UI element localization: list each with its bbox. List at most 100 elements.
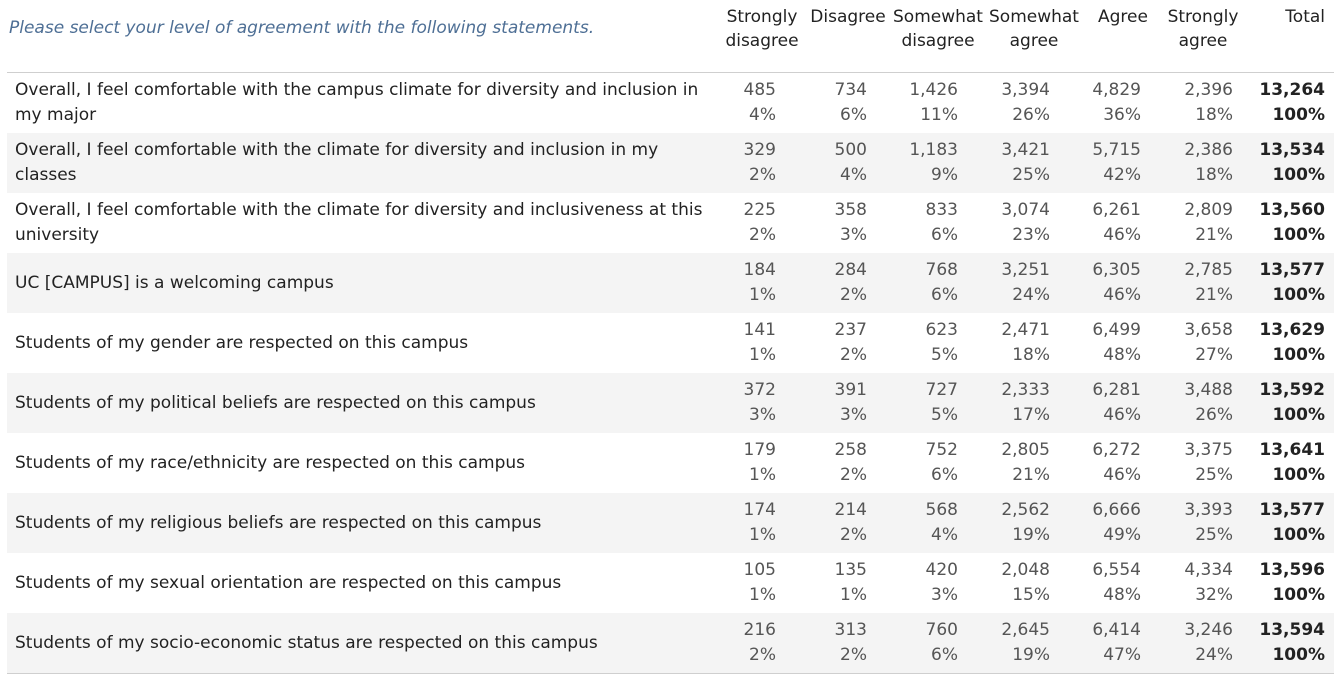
cell-total: 13,641 100% bbox=[1259, 438, 1325, 488]
cell-percent: 46% bbox=[1103, 285, 1141, 305]
cell-percent: 1% bbox=[749, 345, 776, 365]
cell-percent: 1% bbox=[749, 525, 776, 545]
column-header-line2: disagree bbox=[901, 31, 975, 51]
table-row: Overall, I feel comfortable with the cam… bbox=[7, 73, 1334, 133]
cell-count: 420 bbox=[925, 560, 958, 580]
cell-total: 13,560 100% bbox=[1259, 198, 1325, 248]
cell-count: 3,421 bbox=[1001, 140, 1050, 160]
cell-count: 216 bbox=[743, 620, 776, 640]
cell-percent: 100% bbox=[1272, 585, 1325, 605]
cell-count: 284 bbox=[834, 260, 867, 280]
cell-total: 13,629 100% bbox=[1259, 318, 1325, 368]
table-row: UC [CAMPUS] is a welcoming campus 184 1% 28… bbox=[7, 253, 1334, 313]
cell-percent: 100% bbox=[1272, 105, 1325, 125]
cell-count: 2,396 bbox=[1184, 80, 1233, 100]
cell-count: 6,305 bbox=[1092, 260, 1141, 280]
row-statement: Students of my sexual orientation are re… bbox=[15, 553, 705, 613]
cell-percent: 25% bbox=[1012, 165, 1050, 185]
cell-somewhat-disagree: 1,183 9% bbox=[909, 138, 958, 188]
table-row: Students of my race/ethnicity are respec… bbox=[7, 433, 1334, 493]
cell-percent: 1% bbox=[749, 465, 776, 485]
cell-strongly-agree: 3,393 25% bbox=[1184, 498, 1233, 548]
cell-percent: 2% bbox=[840, 465, 867, 485]
cell-percent: 11% bbox=[920, 105, 958, 125]
cell-percent: 100% bbox=[1272, 645, 1325, 665]
cell-percent: 1% bbox=[840, 585, 867, 605]
cell-somewhat-agree: 2,333 17% bbox=[1001, 378, 1050, 428]
cell-count: 768 bbox=[925, 260, 958, 280]
cell-count: 313 bbox=[834, 620, 867, 640]
cell-percent: 4% bbox=[840, 165, 867, 185]
cell-count: 13,577 bbox=[1259, 260, 1325, 280]
cell-total: 13,596 100% bbox=[1259, 558, 1325, 608]
cell-percent: 46% bbox=[1103, 465, 1141, 485]
cell-somewhat-disagree: 760 6% bbox=[926, 618, 958, 668]
cell-total: 13,577 100% bbox=[1259, 498, 1325, 548]
cell-strongly-agree: 2,785 21% bbox=[1184, 258, 1233, 308]
cell-percent: 46% bbox=[1103, 405, 1141, 425]
row-statement: Overall, I feel comfortable with the cli… bbox=[15, 193, 705, 253]
cell-agree: 4,829 36% bbox=[1092, 78, 1141, 128]
header-divider bbox=[7, 72, 1334, 73]
table-row: Students of my socio-economic status are… bbox=[7, 613, 1334, 673]
cell-somewhat-agree: 3,421 25% bbox=[1001, 138, 1050, 188]
row-statement-text: Students of my socio-economic status are… bbox=[15, 632, 598, 653]
cell-strongly-agree: 3,658 27% bbox=[1184, 318, 1233, 368]
cell-percent: 6% bbox=[931, 285, 958, 305]
cell-count: 2,645 bbox=[1001, 620, 1050, 640]
cell-somewhat-agree: 2,471 18% bbox=[1001, 318, 1050, 368]
cell-count: 2,471 bbox=[1001, 320, 1050, 340]
cell-agree: 6,666 49% bbox=[1092, 498, 1141, 548]
cell-percent: 26% bbox=[1012, 105, 1050, 125]
cell-percent: 6% bbox=[931, 225, 958, 245]
cell-agree: 6,414 47% bbox=[1092, 618, 1141, 668]
cell-percent: 2% bbox=[840, 645, 867, 665]
column-header-line1: Strongly bbox=[1167, 7, 1239, 27]
cell-somewhat-agree: 3,074 23% bbox=[1001, 198, 1050, 248]
cell-somewhat-agree: 2,048 15% bbox=[1001, 558, 1050, 608]
cell-count: 2,805 bbox=[1001, 440, 1050, 460]
cell-agree: 6,554 48% bbox=[1092, 558, 1141, 608]
cell-percent: 3% bbox=[840, 405, 867, 425]
cell-percent: 26% bbox=[1195, 405, 1233, 425]
column-header-strongly-disagree: Strongly disagree bbox=[702, 5, 822, 53]
cell-disagree: 500 4% bbox=[835, 138, 867, 188]
cell-count: 1,426 bbox=[909, 80, 958, 100]
cell-count: 2,809 bbox=[1184, 200, 1233, 220]
bottom-divider bbox=[7, 673, 1334, 674]
cell-somewhat-agree: 2,562 19% bbox=[1001, 498, 1050, 548]
cell-total: 13,577 100% bbox=[1259, 258, 1325, 308]
table-prompt: Please select your level of agreement wi… bbox=[9, 18, 595, 38]
table-row: Overall, I feel comfortable with the cli… bbox=[7, 193, 1334, 253]
cell-percent: 100% bbox=[1272, 405, 1325, 425]
cell-percent: 46% bbox=[1103, 225, 1141, 245]
cell-agree: 6,281 46% bbox=[1092, 378, 1141, 428]
cell-strongly-agree: 3,375 25% bbox=[1184, 438, 1233, 488]
cell-count: 358 bbox=[834, 200, 867, 220]
cell-count: 329 bbox=[743, 140, 776, 160]
row-statement: UC [CAMPUS] is a welcoming campus bbox=[15, 253, 705, 313]
cell-count: 13,264 bbox=[1259, 80, 1325, 100]
cell-count: 174 bbox=[743, 500, 776, 520]
cell-count: 13,629 bbox=[1259, 320, 1325, 340]
cell-somewhat-disagree: 752 6% bbox=[926, 438, 958, 488]
cell-count: 6,261 bbox=[1092, 200, 1141, 220]
cell-somewhat-disagree: 1,426 11% bbox=[909, 78, 958, 128]
cell-disagree: 214 2% bbox=[835, 498, 867, 548]
cell-count: 3,488 bbox=[1184, 380, 1233, 400]
cell-count: 13,577 bbox=[1259, 500, 1325, 520]
cell-percent: 4% bbox=[931, 525, 958, 545]
cell-percent: 48% bbox=[1103, 345, 1141, 365]
row-statement-text: Students of my religious beliefs are res… bbox=[15, 512, 542, 533]
cell-count: 3,658 bbox=[1184, 320, 1233, 340]
cell-count: 2,562 bbox=[1001, 500, 1050, 520]
cell-somewhat-agree: 3,251 24% bbox=[1001, 258, 1050, 308]
cell-disagree: 237 2% bbox=[835, 318, 867, 368]
cell-count: 6,272 bbox=[1092, 440, 1141, 460]
cell-percent: 3% bbox=[840, 225, 867, 245]
row-statement: Students of my political beliefs are res… bbox=[15, 373, 705, 433]
cell-count: 258 bbox=[834, 440, 867, 460]
cell-agree: 6,272 46% bbox=[1092, 438, 1141, 488]
cell-somewhat-agree: 2,645 19% bbox=[1001, 618, 1050, 668]
cell-percent: 42% bbox=[1103, 165, 1141, 185]
